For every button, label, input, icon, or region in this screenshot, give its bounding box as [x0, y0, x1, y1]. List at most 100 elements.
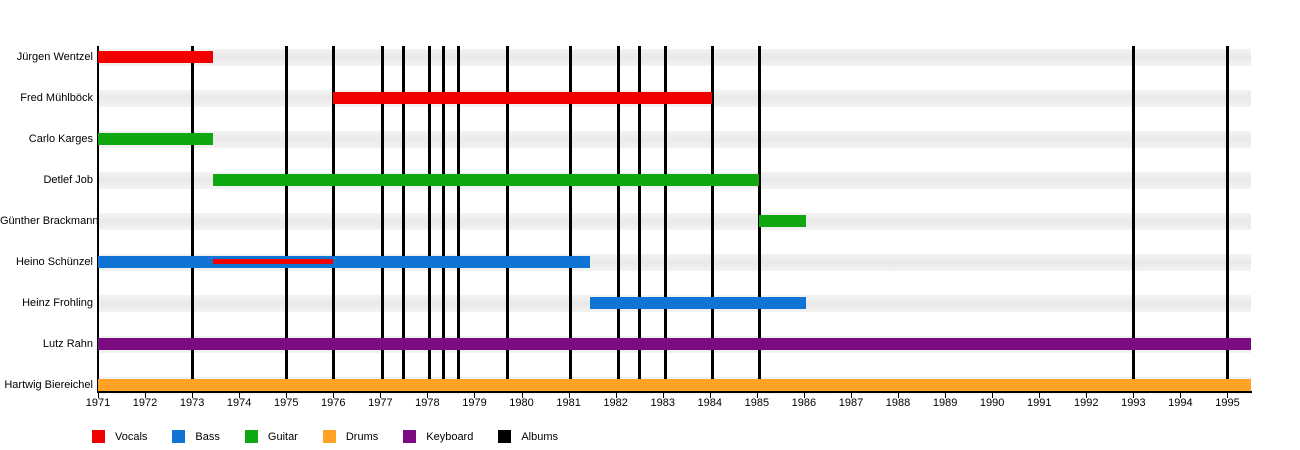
x-axis-tick: [286, 393, 288, 398]
legend-item-bass: Bass: [172, 430, 220, 443]
legend-swatch-icon: [92, 430, 105, 443]
row-label: Detlef Job: [43, 174, 93, 186]
x-axis-tick: [333, 393, 335, 398]
x-axis-tick-label: 1976: [321, 397, 346, 409]
album-marker-line: [284, 46, 288, 392]
x-axis-tick-label: 1986: [791, 397, 817, 409]
y-axis-line: [97, 46, 99, 393]
x-axis-tick-label: 1991: [1026, 397, 1052, 409]
legend-label: Albums: [521, 430, 559, 443]
row-stripe: [98, 213, 1251, 230]
x-axis-tick-label: 1985: [744, 397, 770, 409]
x-axis-tick-label: 1993: [1121, 397, 1146, 409]
row-label: Heinz Frohling: [22, 297, 93, 309]
x-axis-tick-label: 1981: [556, 397, 581, 409]
album-marker-line: [456, 46, 460, 392]
timeline-bar-bass: [98, 256, 590, 268]
row-label: Hartwig Biereichel: [4, 379, 93, 391]
x-axis-tick: [756, 393, 758, 398]
legend-swatch-icon: [322, 430, 336, 443]
album-marker-line: [381, 46, 385, 392]
legend-label: Bass: [195, 430, 220, 443]
x-axis-tick: [1227, 393, 1229, 398]
legend-item-drums: Drums: [322, 430, 379, 443]
x-axis-tick-label: 1984: [697, 397, 723, 409]
x-axis-tick-label: 1994: [1168, 397, 1193, 409]
legend-swatch-icon: [403, 430, 417, 443]
x-axis-tick-label: 1973: [179, 397, 205, 409]
album-marker-line: [1225, 46, 1229, 392]
album-marker-line: [569, 46, 573, 392]
timeline-bar-drums: [98, 379, 1251, 391]
x-axis-tick-label: 1988: [885, 397, 911, 409]
album-marker-line: [1131, 46, 1135, 392]
legend-item-albums: Albums: [498, 430, 558, 443]
x-axis-tick-label: 1980: [509, 397, 534, 409]
chart-legend: Vocals Bass Guitar Drums Keyboard Albums: [92, 430, 558, 443]
x-axis-tick-label: 1982: [603, 397, 628, 409]
album-marker-line: [616, 46, 620, 392]
x-axis-tick: [521, 393, 523, 398]
timeline-bar-guitar: [213, 174, 760, 186]
x-axis-tick-label: 1972: [132, 397, 158, 409]
x-axis-tick: [427, 393, 429, 398]
x-axis-tick: [898, 393, 900, 398]
x-axis-tick-label: 1989: [932, 397, 958, 409]
x-axis-tick-label: 1990: [979, 397, 1005, 409]
x-axis-tick: [709, 393, 711, 398]
x-axis-tick-label: 1978: [415, 397, 440, 409]
x-axis-tick: [380, 393, 382, 398]
row-stripe: [98, 131, 1251, 148]
x-axis-tick: [803, 393, 805, 398]
x-axis-tick: [474, 393, 476, 398]
timeline-overlay-bar-vocals: [213, 259, 334, 264]
row-label: Lutz Rahn: [42, 338, 93, 350]
x-axis-tick-label: 1987: [838, 397, 864, 409]
legend-label: Drums: [345, 430, 379, 443]
x-axis-tick: [850, 393, 852, 398]
x-axis-tick-label: 1992: [1074, 397, 1099, 409]
x-axis-tick: [1133, 393, 1135, 398]
x-axis-tick: [662, 393, 664, 398]
x-axis-tick: [945, 393, 947, 398]
album-marker-line: [663, 46, 667, 392]
album-marker-line: [442, 46, 446, 392]
timeline-bar-bass: [589, 297, 807, 309]
row-label: Jürgen Wentzel: [16, 51, 93, 63]
x-axis-tick: [98, 393, 99, 398]
row-label: Heino Schünzel: [15, 256, 93, 268]
timeline-bar-vocals: [333, 92, 713, 104]
album-marker-line: [190, 46, 194, 392]
x-axis-tick-label: 1971: [85, 397, 111, 409]
x-axis-tick: [568, 393, 570, 398]
legend-swatch-icon: [172, 430, 186, 443]
x-axis-tick: [992, 393, 994, 398]
x-axis-tick-label: 1977: [368, 397, 393, 409]
timeline-bar-guitar: [759, 215, 807, 227]
x-axis-tick: [239, 393, 241, 398]
timeline-bar-keyboard: [98, 338, 1251, 350]
legend-swatch-icon: [498, 430, 512, 443]
x-axis-tick-label: 1974: [226, 397, 252, 409]
row-label: Carlo Karges: [28, 133, 93, 145]
row-label: Günther Brackmann: [0, 215, 99, 227]
x-axis-tick: [192, 393, 194, 398]
x-axis-tick-label: 1995: [1215, 397, 1240, 409]
x-axis-tick: [1039, 393, 1041, 398]
legend-item-keyboard: Keyboard: [403, 430, 473, 443]
legend-label: Keyboard: [426, 430, 474, 443]
album-marker-line: [402, 46, 406, 392]
timeline-bar-guitar: [98, 133, 214, 145]
x-axis-tick: [1180, 393, 1182, 398]
album-marker-line: [505, 46, 509, 392]
row-label: Fred Mühlböck: [20, 92, 93, 104]
x-axis-tick: [145, 393, 147, 398]
x-axis-tick-label: 1975: [273, 397, 299, 409]
legend-swatch-icon: [244, 430, 258, 443]
album-marker-line: [331, 46, 335, 392]
x-axis-line: [97, 391, 1252, 393]
x-axis-tick-label: 1979: [462, 397, 487, 409]
album-marker-line: [637, 46, 641, 392]
x-axis-tick: [1086, 393, 1088, 398]
